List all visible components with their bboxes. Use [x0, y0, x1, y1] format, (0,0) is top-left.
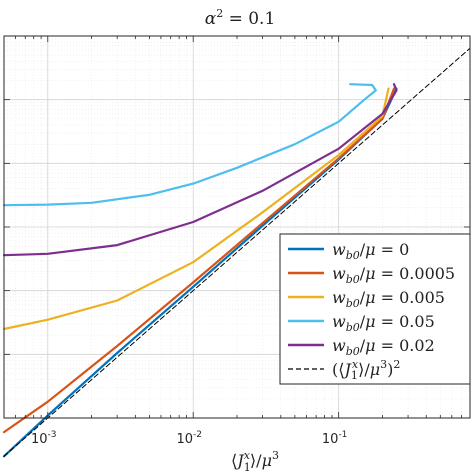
x-tick-label-2: 10-1 — [322, 430, 348, 447]
series-line-2 — [2, 87, 390, 331]
legend-label-2: wb0/μ = 0.005 — [332, 288, 445, 310]
x-tick-labels: 10-3 10-2 10-1 — [31, 430, 347, 447]
legend-label-4: wb0/μ = 0.02 — [332, 336, 435, 358]
series-line-1 — [2, 87, 396, 434]
series-line-3 — [2, 83, 377, 207]
series-line-5 — [3, 47, 471, 457]
legend-box — [279, 233, 471, 385]
x-axis-label: ⟨J1x⟩/μ3 — [231, 449, 279, 474]
legend-label-5: (⟨J1x⟩/μ3)2 — [332, 358, 400, 382]
legend-label-3: wb0/μ = 0.05 — [332, 312, 435, 334]
series-layer — [2, 47, 471, 458]
x-tick-label-1: 10-2 — [176, 430, 202, 447]
series-line-4 — [2, 83, 398, 257]
x-tick-label-0: 10-3 — [31, 430, 57, 447]
chart-title: α2 = 0.1 — [205, 7, 276, 29]
axis-ticks — [3, 35, 471, 419]
legend-label-0: wb0/μ = 0 — [332, 240, 409, 262]
legend-label-1: wb0/μ = 0.0005 — [332, 264, 455, 286]
